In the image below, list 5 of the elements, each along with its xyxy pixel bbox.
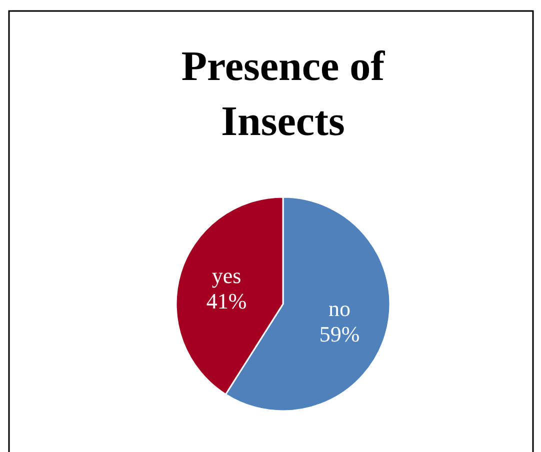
data-label: 59% [319, 321, 360, 346]
slice-label: no [328, 296, 351, 322]
slice-label: yes [212, 263, 242, 288]
data-label: 41% [206, 288, 247, 314]
chart-title: Presence of Insects [181, 44, 386, 145]
